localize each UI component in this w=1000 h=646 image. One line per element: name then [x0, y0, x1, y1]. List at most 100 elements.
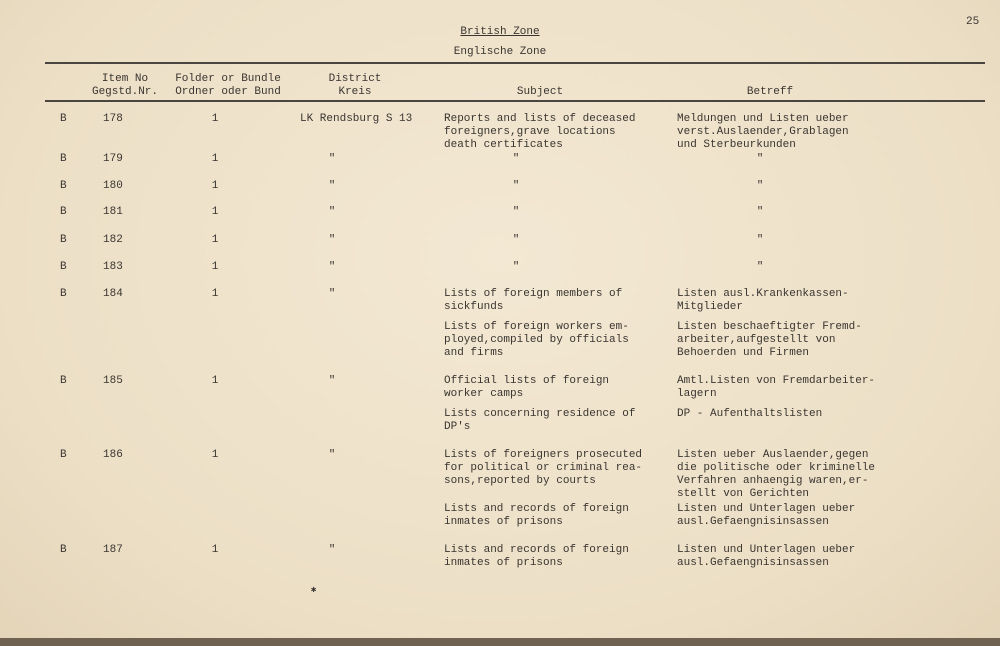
district-ditto: ": [328, 206, 336, 218]
betreff-line: ausl.Gefaengnisinsassen: [677, 557, 829, 569]
subject-ditto: ": [512, 261, 520, 273]
row-prefix: B: [60, 234, 67, 246]
header-district: District Kreis: [328, 73, 382, 98]
betreff-line: und Sterbeurkunden: [677, 139, 796, 151]
district-ditto: ": [328, 261, 336, 273]
subject-line: Official lists of foreign: [444, 375, 610, 387]
item-number: 181: [103, 206, 123, 218]
item-number: 184: [103, 288, 123, 300]
row-prefix: B: [60, 375, 67, 387]
header-subject: Subject: [516, 86, 564, 98]
folder-count: 1: [211, 449, 219, 461]
item-number: 178: [103, 113, 123, 125]
district: LK Rendsburg S 13: [300, 113, 413, 125]
betreff-line: lagern: [677, 388, 717, 400]
row-prefix: B: [60, 113, 67, 125]
folder-count: 1: [211, 113, 219, 125]
betreff-line: Verfahren anhaengig waren,er-: [677, 475, 869, 487]
folder-count: 1: [211, 544, 219, 556]
district-ditto: ": [328, 288, 336, 300]
item-number: 179: [103, 153, 123, 165]
folder-count: 1: [211, 153, 219, 165]
page-title: British Zone: [460, 26, 540, 38]
subject-line: foreigners,grave locations: [444, 126, 616, 138]
header-rule: [45, 100, 985, 102]
page-edge: [0, 638, 1000, 646]
subject-line: Lists concerning residence of: [444, 408, 636, 420]
betreff-line: Meldungen und Listen ueber: [677, 113, 849, 125]
betreff-line: Mitglieder: [677, 301, 744, 313]
row-prefix: B: [60, 153, 67, 165]
subject-line: and firms: [444, 347, 504, 359]
subject-line: inmates of prisons: [444, 516, 563, 528]
header-item-no: Item No Gegstd.Nr.: [91, 73, 158, 98]
betreff-ditto: ": [756, 153, 764, 165]
item-number: 182: [103, 234, 123, 246]
betreff-line: Listen ausl.Krankenkassen-: [677, 288, 849, 300]
subject-line: Reports and lists of deceased: [444, 113, 636, 125]
subject-line: Lists of foreign members of: [444, 288, 623, 300]
subject-ditto: ": [512, 234, 520, 246]
subject-line: for political or criminal rea-: [444, 462, 643, 474]
item-number: 183: [103, 261, 123, 273]
subject-line: Lists of foreigners prosecuted: [444, 449, 643, 461]
folder-count: 1: [211, 288, 219, 300]
row-prefix: B: [60, 206, 67, 218]
subject-line: Lists and records of foreign: [444, 544, 629, 556]
item-number: 187: [103, 544, 123, 556]
subject-line: death certificates: [444, 139, 563, 151]
header-betreff: Betreff: [746, 86, 794, 98]
district-ditto: ": [328, 180, 336, 192]
row-prefix: B: [60, 180, 67, 192]
district-ditto: ": [328, 153, 336, 165]
betreff-line: Listen ueber Auslaender,gegen: [677, 449, 869, 461]
header-folder: Folder or Bundle Ordner oder Bund: [175, 73, 281, 98]
betreff-ditto: ": [756, 261, 764, 273]
row-prefix: B: [60, 449, 67, 461]
betreff-line: Amtl.Listen von Fremdarbeiter-: [677, 375, 876, 387]
item-number: 180: [103, 180, 123, 192]
subject-ditto: ": [512, 153, 520, 165]
betreff-line: stellt von Gerichten: [677, 488, 810, 500]
betreff-ditto: ": [756, 206, 764, 218]
betreff-line: Listen beschaeftigter Fremd-: [677, 321, 862, 333]
subject-line: Lists of foreign workers em-: [444, 321, 629, 333]
betreff-line: Behoerden und Firmen: [677, 347, 810, 359]
row-prefix: B: [60, 544, 67, 556]
subject-ditto: ": [512, 206, 520, 218]
row-prefix: B: [60, 261, 67, 273]
betreff-ditto: ": [756, 180, 764, 192]
subject-line: inmates of prisons: [444, 557, 563, 569]
betreff-line: DP - Aufenthaltslisten: [677, 408, 823, 420]
betreff-line: verst.Auslaender,Grablagen: [677, 126, 849, 138]
betreff-line: Listen und Unterlagen ueber: [677, 503, 856, 515]
subject-line: sickfunds: [444, 301, 504, 313]
district-ditto: ": [328, 449, 336, 461]
betreff-line: Listen und Unterlagen ueber: [677, 544, 856, 556]
subject-line: Lists and records of foreign: [444, 503, 629, 515]
page-number: 25: [966, 16, 980, 28]
district-ditto: ": [328, 544, 336, 556]
ink-mark: ✱: [311, 585, 317, 595]
subject-line: worker camps: [444, 388, 524, 400]
page-subtitle: Englische Zone: [453, 46, 547, 58]
folder-count: 1: [211, 234, 219, 246]
betreff-line: die politische oder kriminelle: [677, 462, 876, 474]
folder-count: 1: [211, 206, 219, 218]
betreff-line: ausl.Gefaengnisinsassen: [677, 516, 829, 528]
betreff-line: arbeiter,aufgestellt von: [677, 334, 836, 346]
betreff-ditto: ": [756, 234, 764, 246]
subject-line: DP's: [444, 421, 471, 433]
subject-ditto: ": [512, 180, 520, 192]
subject-line: ployed,compiled by officials: [444, 334, 629, 346]
folder-count: 1: [211, 375, 219, 387]
subject-line: sons,reported by courts: [444, 475, 596, 487]
top-rule: [45, 62, 985, 64]
district-ditto: ": [328, 234, 336, 246]
row-prefix: B: [60, 288, 67, 300]
folder-count: 1: [211, 180, 219, 192]
folder-count: 1: [211, 261, 219, 273]
district-ditto: ": [328, 375, 336, 387]
item-number: 186: [103, 449, 123, 461]
